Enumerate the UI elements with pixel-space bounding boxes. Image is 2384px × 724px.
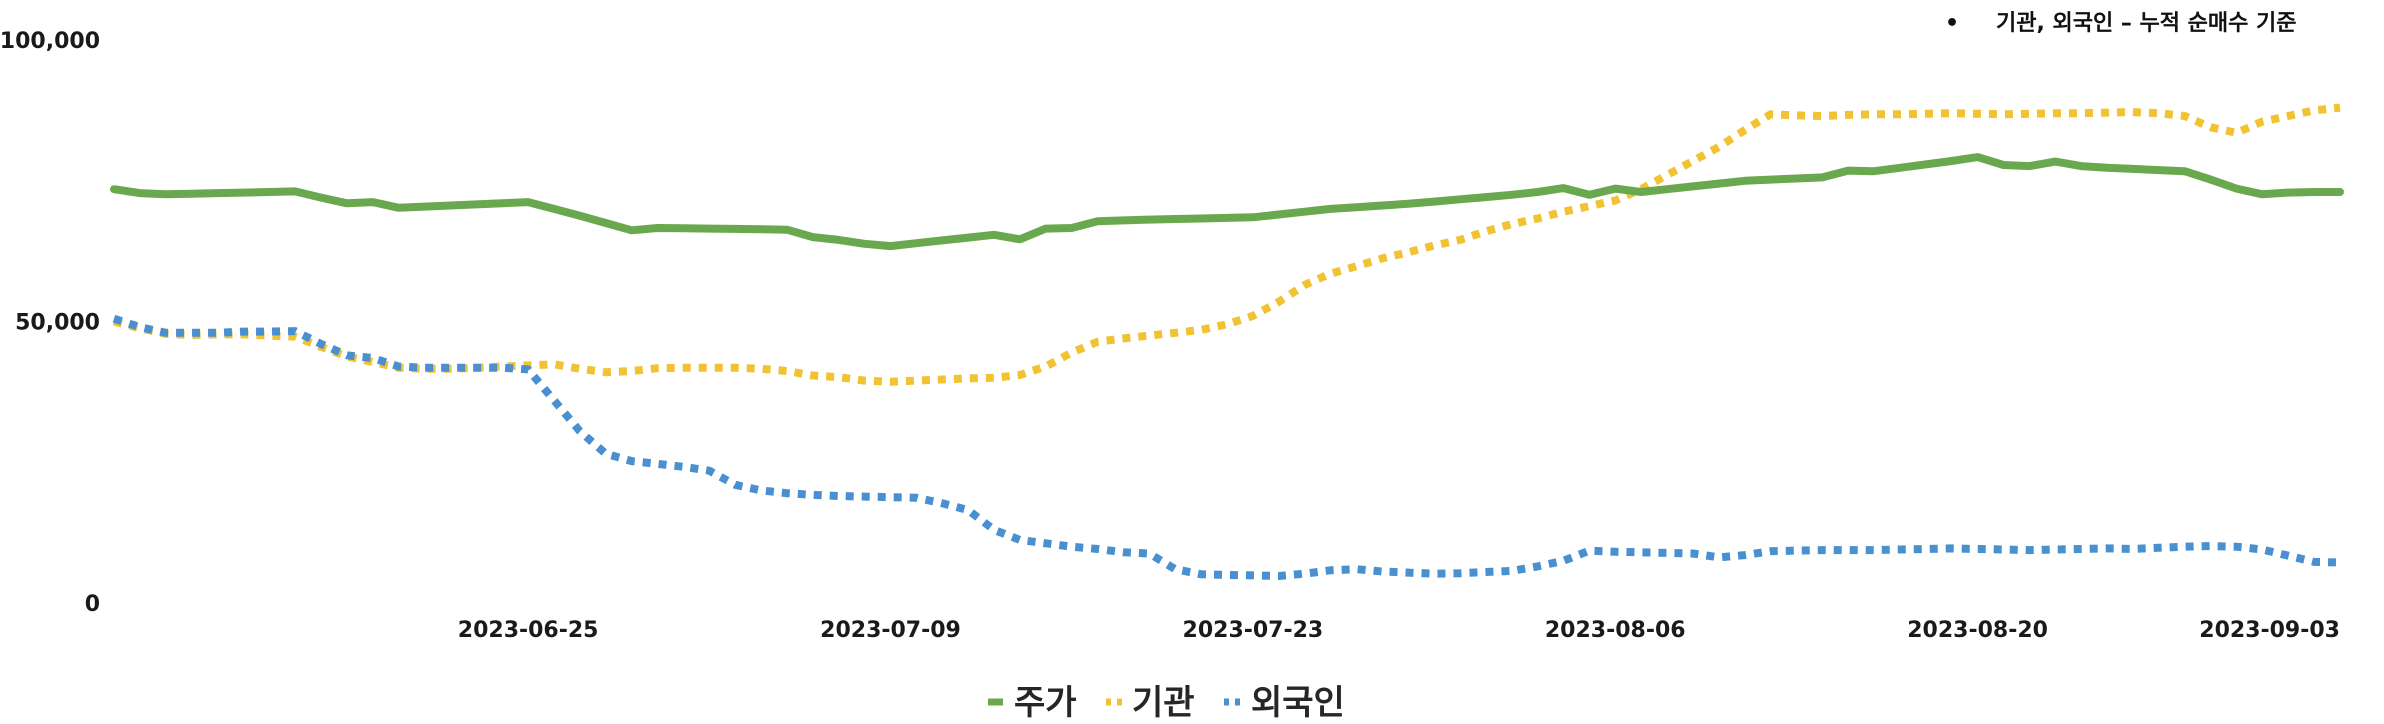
x-tick-label: 2023-07-23 (1183, 618, 1324, 643)
annotation: • 기관, 외국인 – 누적 순매수 기준 (1945, 11, 2297, 36)
legend-label-institution: 기관 (1132, 683, 1195, 723)
x-tick-label: 2023-08-06 (1545, 618, 1686, 643)
annotation-text: 기관, 외국인 – 누적 순매수 기준 (1996, 11, 2297, 36)
legend-item-institution: 기관 (1106, 683, 1195, 723)
series-line-institution (112, 103, 2341, 386)
y-tick-label: 50,000 (15, 311, 100, 336)
x-axis-ticks: 2023-06-25 2023-07-09 2023-07-23 2023-08-06… (458, 618, 2340, 643)
x-tick-label: 2023-07-09 (820, 618, 961, 643)
series-lines (110, 103, 2344, 580)
x-tick-label: 2023-08-20 (1907, 618, 2048, 643)
y-axis-ticks: 0 50,000 100,000 (0, 29, 100, 617)
legend-item-foreigner: 외국인 (1224, 683, 1345, 723)
legend-item-stock-price: 주가 (988, 683, 1077, 723)
y-tick-label: 100,000 (0, 29, 100, 54)
legend-label-foreigner: 외국인 (1251, 683, 1345, 723)
y-tick-label: 0 (85, 592, 100, 617)
series-line-foreigner (112, 314, 2341, 580)
annotation-bullet: • (1945, 11, 1959, 36)
legend-label-stock-price: 주가 (1014, 683, 1077, 723)
legend: 주가 기관 외국인 (988, 683, 1345, 723)
x-tick-label: 2023-09-03 (2199, 618, 2340, 643)
x-tick-label: 2023-06-25 (458, 618, 599, 643)
series-line-stock-price (110, 153, 2344, 251)
